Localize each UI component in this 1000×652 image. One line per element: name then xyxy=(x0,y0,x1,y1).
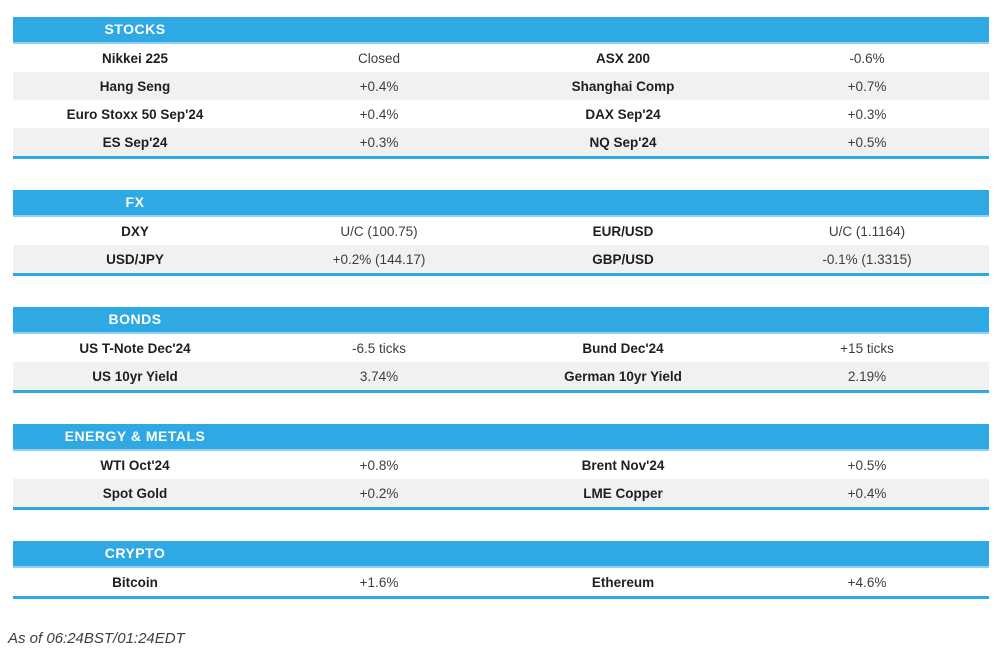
instrument-value: 2.19% xyxy=(847,368,887,384)
instrument-value: +1.6% xyxy=(359,574,399,590)
section-crypto: CRYPTO Bitcoin +1.6% Ethereum +4.6% xyxy=(13,541,989,599)
instrument-name: US 10yr Yield xyxy=(92,368,178,384)
instrument-name: Bitcoin xyxy=(112,574,158,590)
instrument-name: Spot Gold xyxy=(102,485,168,501)
instrument-value: +0.8% xyxy=(359,457,399,473)
table-row: Euro Stoxx 50 Sep'24 +0.4% DAX Sep'24 +0… xyxy=(13,100,989,128)
instrument-name: Euro Stoxx 50 Sep'24 xyxy=(66,106,204,122)
instrument-name: EUR/USD xyxy=(592,223,654,239)
instrument-value: +0.4% xyxy=(359,106,399,122)
table-row: ES Sep'24 +0.3% NQ Sep'24 +0.5% xyxy=(13,128,989,156)
section-header-crypto: CRYPTO xyxy=(13,541,989,568)
instrument-name: Brent Nov'24 xyxy=(581,457,665,473)
instrument-name: DXY xyxy=(121,223,149,239)
instrument-name: ASX 200 xyxy=(595,50,651,66)
instrument-name: Hang Seng xyxy=(99,78,171,94)
section-title: CRYPTO xyxy=(104,545,166,561)
section-fx: FX DXY U/C (100.75) EUR/USD U/C (1.1164)… xyxy=(13,190,989,276)
instrument-value: +0.2% (144.17) xyxy=(332,251,426,267)
instrument-name: LME Copper xyxy=(583,485,663,501)
section-title: FX xyxy=(125,194,145,210)
instrument-value: +0.3% xyxy=(359,134,399,150)
section-title: BONDS xyxy=(108,311,162,327)
instrument-value: -0.1% (1.3315) xyxy=(822,251,912,267)
table-row: Nikkei 225 Closed ASX 200 -0.6% xyxy=(13,44,989,72)
instrument-value: +0.4% xyxy=(847,485,887,501)
instrument-name: NQ Sep'24 xyxy=(589,134,657,150)
instrument-name: WTI Oct'24 xyxy=(100,457,170,473)
instrument-value: U/C (1.1164) xyxy=(828,223,906,239)
instrument-value: +0.5% xyxy=(847,457,887,473)
instrument-value: +0.3% xyxy=(847,106,887,122)
instrument-name: DAX Sep'24 xyxy=(585,106,661,122)
instrument-name: ES Sep'24 xyxy=(102,134,168,150)
instrument-value: -0.6% xyxy=(849,50,885,66)
instrument-name: Nikkei 225 xyxy=(101,50,169,66)
instrument-value: +0.5% xyxy=(847,134,887,150)
section-title: STOCKS xyxy=(104,21,166,37)
section-header-fx: FX xyxy=(13,190,989,217)
as-of-timestamp: As of 06:24BST/01:24EDT xyxy=(8,630,185,647)
table-row: Bitcoin +1.6% Ethereum +4.6% xyxy=(13,568,989,596)
section-energy-metals: ENERGY & METALS WTI Oct'24 +0.8% Brent N… xyxy=(13,424,989,510)
section-bonds: BONDS US T-Note Dec'24 -6.5 ticks Bund D… xyxy=(13,307,989,393)
instrument-name: Shanghai Comp xyxy=(571,78,675,94)
section-stocks: STOCKS Nikkei 225 Closed ASX 200 -0.6% H… xyxy=(13,17,989,159)
instrument-value: +0.2% xyxy=(359,485,399,501)
section-title: ENERGY & METALS xyxy=(64,428,206,444)
instrument-name: US T-Note Dec'24 xyxy=(79,340,191,356)
instrument-value: +0.4% xyxy=(359,78,399,94)
table-row: US T-Note Dec'24 -6.5 ticks Bund Dec'24 … xyxy=(13,334,989,362)
table-row: US 10yr Yield 3.74% German 10yr Yield 2.… xyxy=(13,362,989,390)
instrument-value: +15 ticks xyxy=(840,340,894,356)
table-row: Hang Seng +0.4% Shanghai Comp +0.7% xyxy=(13,72,989,100)
instrument-name: USD/JPY xyxy=(106,251,164,267)
instrument-value: +0.7% xyxy=(847,78,887,94)
instrument-value: -6.5 ticks xyxy=(351,340,406,356)
instrument-name: German 10yr Yield xyxy=(564,368,682,384)
section-header-energy-metals: ENERGY & METALS xyxy=(13,424,989,451)
instrument-value: Closed xyxy=(357,50,401,66)
table-row: DXY U/C (100.75) EUR/USD U/C (1.1164) xyxy=(13,217,989,245)
instrument-value: 3.74% xyxy=(359,368,399,384)
section-header-bonds: BONDS xyxy=(13,307,989,334)
table-row: Spot Gold +0.2% LME Copper +0.4% xyxy=(13,479,989,507)
instrument-name: Bund Dec'24 xyxy=(582,340,664,356)
instrument-value: +4.6% xyxy=(847,574,887,590)
table-row: USD/JPY +0.2% (144.17) GBP/USD -0.1% (1.… xyxy=(13,245,989,273)
section-header-stocks: STOCKS xyxy=(13,17,989,44)
instrument-name: Ethereum xyxy=(591,574,655,590)
instrument-name: GBP/USD xyxy=(592,251,654,267)
instrument-value: U/C (100.75) xyxy=(340,223,418,239)
table-row: WTI Oct'24 +0.8% Brent Nov'24 +0.5% xyxy=(13,451,989,479)
market-snapshot: STOCKS Nikkei 225 Closed ASX 200 -0.6% H… xyxy=(13,17,989,599)
